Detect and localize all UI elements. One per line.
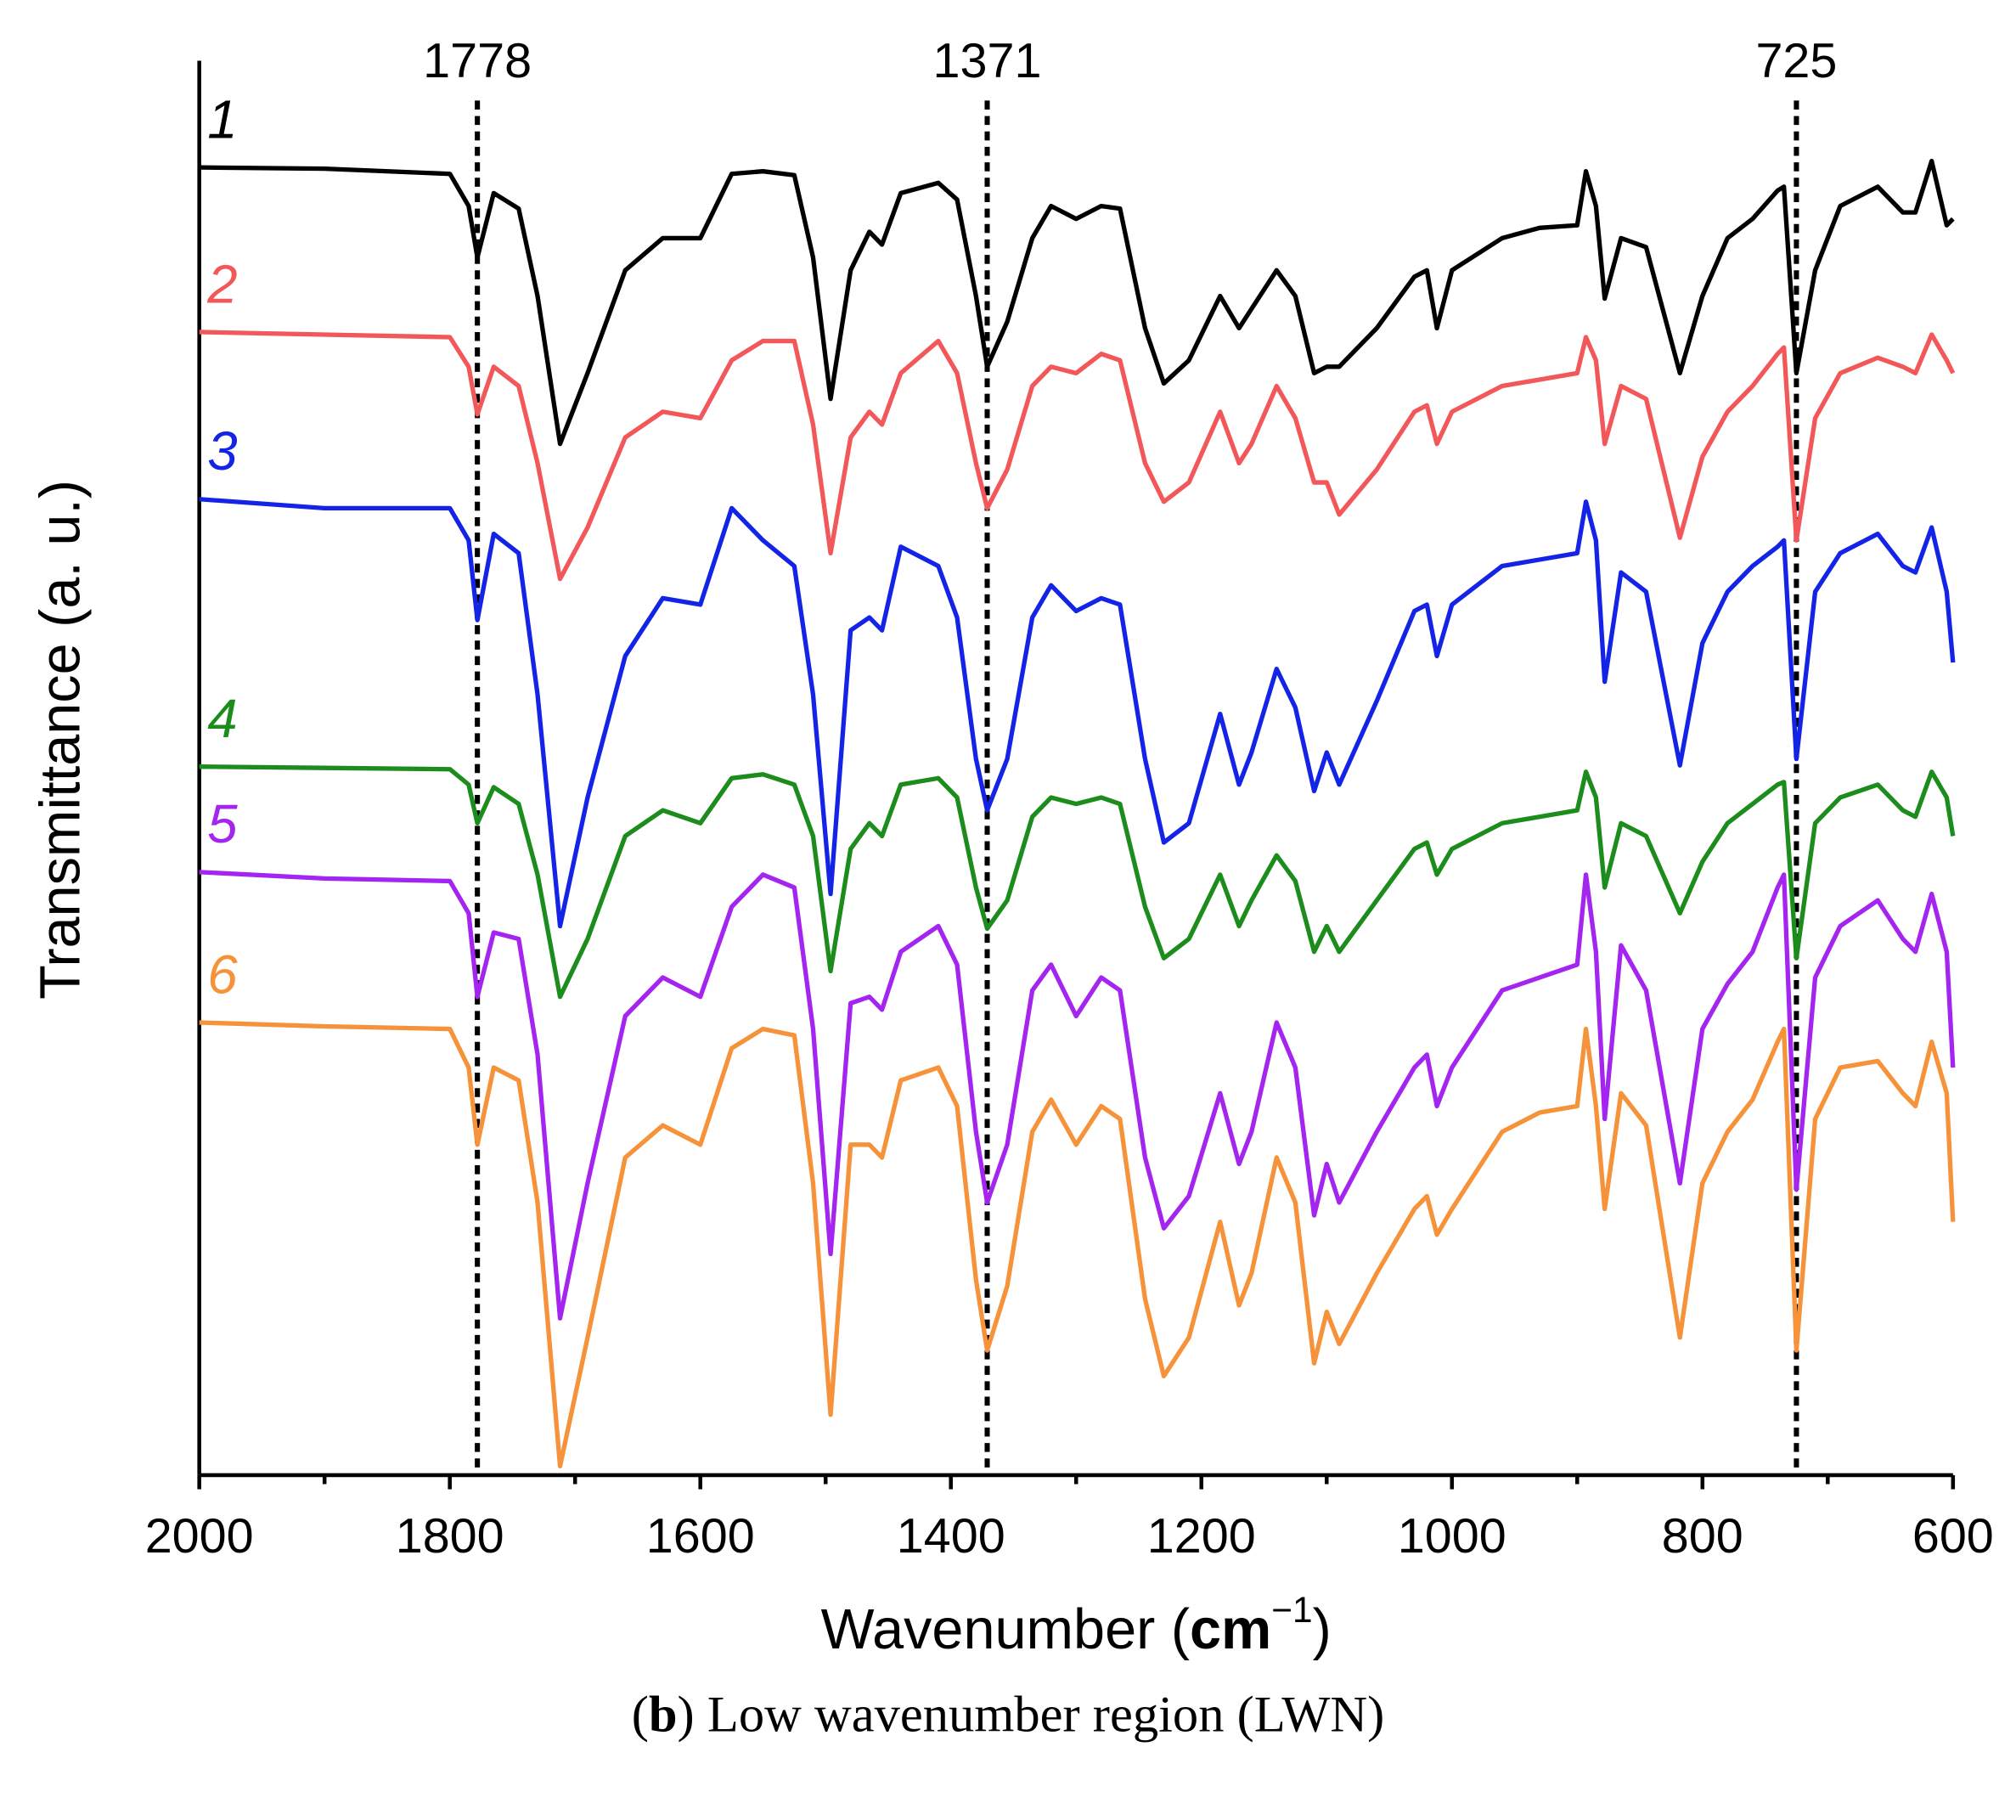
spectrum-line bbox=[199, 1020, 1956, 1468]
spectrum-line bbox=[199, 158, 1955, 447]
spectrum-line bbox=[199, 870, 1956, 1321]
spectrum-line bbox=[199, 330, 1956, 582]
series-label: 3 bbox=[207, 421, 237, 482]
caption: (b) Low wavenumber region (LWN) bbox=[632, 1686, 1385, 1743]
x-tick-label: 600 bbox=[1912, 1509, 1994, 1564]
x-tick-label: 1800 bbox=[396, 1509, 504, 1564]
x-tick-label: 1000 bbox=[1398, 1509, 1506, 1564]
caption-open: ( bbox=[632, 1686, 649, 1743]
caption-text: ) Low wavenumber region (LWN) bbox=[678, 1686, 1385, 1743]
x-tick-label: 1200 bbox=[1147, 1509, 1256, 1564]
y-axis-label: Transmittance (a. u.) bbox=[29, 480, 92, 1000]
x-axis-label-exponent: −1 bbox=[1271, 1590, 1312, 1630]
x-axis-label: Wavenumber (cm−1) bbox=[821, 1590, 1332, 1661]
series-label: 5 bbox=[207, 794, 238, 854]
x-axis-label-unit: cm bbox=[1190, 1598, 1271, 1661]
series-label: 1 bbox=[207, 89, 237, 149]
series-label: 6 bbox=[207, 944, 238, 1005]
reference-label: 725 bbox=[1755, 34, 1837, 88]
spectrum-line bbox=[199, 764, 1956, 1000]
x-tick-label: 1400 bbox=[897, 1509, 1005, 1564]
x-axis-label-text: Wavenumber ( bbox=[821, 1598, 1190, 1661]
reference-label: 1371 bbox=[933, 34, 1042, 88]
x-tick-label: 800 bbox=[1662, 1509, 1743, 1564]
reference-label: 1778 bbox=[423, 34, 532, 88]
x-axis-label-close: ) bbox=[1313, 1598, 1332, 1661]
spectrum-line bbox=[199, 497, 1956, 929]
x-tick-label: 1600 bbox=[646, 1509, 755, 1564]
x-tick-label: 2000 bbox=[145, 1509, 254, 1564]
series-label: 2 bbox=[206, 254, 237, 314]
series-label: 4 bbox=[207, 689, 237, 749]
caption-panel: b bbox=[649, 1686, 678, 1743]
